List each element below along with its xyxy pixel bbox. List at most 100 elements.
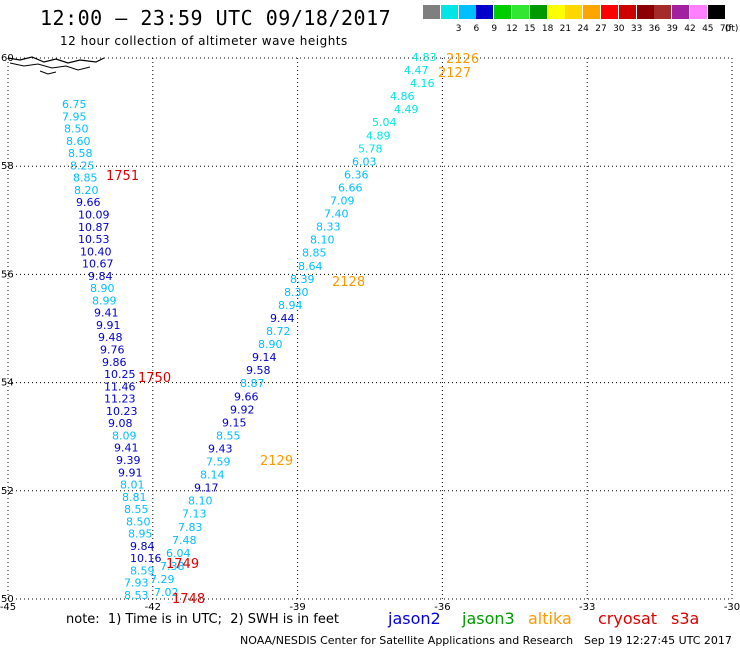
lat-label: 58 (1, 161, 14, 172)
lat-label: 50 (1, 594, 14, 605)
altika-swh-value: 8.72 (266, 325, 291, 338)
colorbar-tick-label: 70 (719, 24, 732, 34)
cryosat-swh-value: 7.93 (124, 577, 149, 590)
footer-note: note: 1) Time is in UTC; 2) SWH is in fe… (66, 612, 339, 627)
colorbar-swatch (440, 5, 458, 19)
cryosat-swh-value: 9.41 (114, 442, 139, 455)
colorbar-tick-label: 21 (559, 24, 572, 34)
satellite-legend-jason3: jason3 (462, 609, 515, 628)
altika-swh-value: 8.14 (200, 469, 225, 482)
cryosat-swh-value: 9.86 (102, 356, 127, 369)
time-label-altika: 2129 (260, 454, 293, 469)
altika-swh-value: 7.40 (324, 208, 349, 221)
lon-label: -42 (145, 602, 161, 613)
lon-label: -36 (434, 602, 450, 613)
cryosat-swh-value: 7.95 (62, 110, 87, 123)
altika-swh-value: 4.83 (412, 51, 437, 64)
cryosat-swh-value: 10.53 (78, 233, 110, 246)
coastline (7, 56, 105, 64)
altika-swh-value: 8.55 (216, 429, 241, 442)
altika-swh-value: 8.85 (302, 247, 327, 260)
colorbar-tick-label: 9 (491, 24, 498, 34)
cryosat-swh-value: 9.41 (94, 307, 119, 320)
cryosat-swh-value: 10.16 (130, 552, 162, 565)
cryosat-swh-value: 8.50 (126, 515, 151, 528)
time-label-cryosat: 1748 (172, 592, 205, 607)
cryosat-swh-value: 10.40 (80, 245, 112, 258)
cryosat-swh-value: 9.08 (108, 417, 133, 430)
cryosat-swh-value: 8.09 (112, 429, 137, 442)
altika-swh-value: 5.78 (358, 142, 383, 155)
colorbar-tick-label: 3 (455, 24, 462, 34)
colorbar-swatch (707, 5, 725, 19)
altika-swh-value: 7.09 (330, 195, 355, 208)
colorbar-tick-label: 27 (595, 24, 607, 34)
time-label-cryosat: 1750 (138, 371, 171, 386)
colorbar-swatch (601, 5, 618, 19)
altika-swh-value: 7.02 (154, 586, 179, 599)
altika-swh-value: 7.29 (150, 573, 175, 586)
cryosat-swh-value: 8.58 (68, 147, 93, 160)
colorbar-swatch (529, 5, 547, 19)
colorbar-swatch (583, 5, 601, 19)
credit-text: NOAA/NESDIS Center for Satellite Applica… (240, 634, 574, 647)
cryosat-swh-value: 9.39 (116, 454, 141, 467)
lon-label: -33 (579, 602, 595, 613)
lat-lon-grid (7, 57, 733, 600)
colorbar-swatch (654, 5, 672, 19)
time-label-cryosat: 1749 (166, 557, 199, 572)
altika-swh-value: 7.38 (160, 560, 185, 573)
colorbar-tick-label: 30 (613, 24, 625, 34)
cryosat-swh-value: 8.59 (130, 564, 155, 577)
cryosat-swh-value: 10.25 (104, 368, 136, 381)
time-label-altika: 2128 (332, 275, 365, 290)
altika-swh-value: 6.66 (338, 181, 363, 194)
colorbar-swatch (547, 5, 565, 19)
colorbar-tick-label: 6 (473, 24, 480, 34)
satellite-legend-cryosat: cryosat (598, 609, 658, 628)
altika-swh-value: 6.04 (166, 547, 191, 560)
lon-label: -39 (289, 602, 305, 613)
cryosat-swh-value: 9.84 (88, 270, 113, 283)
altika-swh-value: 4.47 (404, 64, 429, 77)
altika-swh-value: 8.30 (284, 286, 309, 299)
colorbar-swatch (512, 5, 529, 19)
altika-swh-value: 7.59 (206, 456, 231, 469)
lon-label: -30 (724, 602, 740, 613)
time-label-altika: 2126 (446, 52, 479, 67)
colorbar-tick-label: 45 (702, 24, 714, 34)
cryosat-swh-value: 9.48 (98, 331, 123, 344)
colorbar-swatch (672, 5, 690, 19)
timestamp-text: Sep 19 12:27:45 UTC 2017 (584, 634, 732, 647)
altika-swh-value: 6.03 (352, 155, 377, 168)
altika-swh-value: 9.14 (252, 351, 277, 364)
colorbar-swatch (565, 5, 583, 19)
lon-label: -45 (0, 602, 16, 613)
lat-label: 60 (1, 53, 14, 64)
altika-swh-value: 5.04 (372, 116, 397, 129)
coastline (9, 62, 91, 71)
altika-swh-value: 9.17 (194, 482, 219, 495)
cryosat-swh-value: 9.91 (118, 466, 143, 479)
cryosat-swh-value: 8.01 (120, 479, 145, 492)
altika-swh-value: 9.15 (222, 416, 247, 429)
colorbar-swatch (636, 5, 654, 19)
greenland-coast-fragment (7, 56, 105, 75)
colorbar-tick-label: 42 (684, 24, 696, 34)
satellite-legend-altika: altika (528, 609, 572, 628)
altika-swh-value: 8.87 (240, 377, 265, 390)
cryosat-swh-value: 8.95 (128, 528, 153, 541)
altika-swh-value: 7.13 (182, 508, 207, 521)
colorbar-tick-label: 18 (541, 24, 554, 34)
colorbar-swatch (494, 5, 512, 19)
colorbar-swatch (690, 5, 707, 19)
cryosat-swh-value: 10.23 (106, 405, 138, 418)
satellite-legend-s3a: s3a (671, 609, 700, 628)
cryosat-swh-value: 9.84 (130, 540, 155, 553)
colorbar-tick-label: 12 (506, 24, 518, 34)
cryosat-swh-value: 11.46 (104, 380, 136, 393)
altika-swh-value: 9.58 (246, 364, 271, 377)
colorbar-tick-label: 36 (648, 24, 661, 34)
